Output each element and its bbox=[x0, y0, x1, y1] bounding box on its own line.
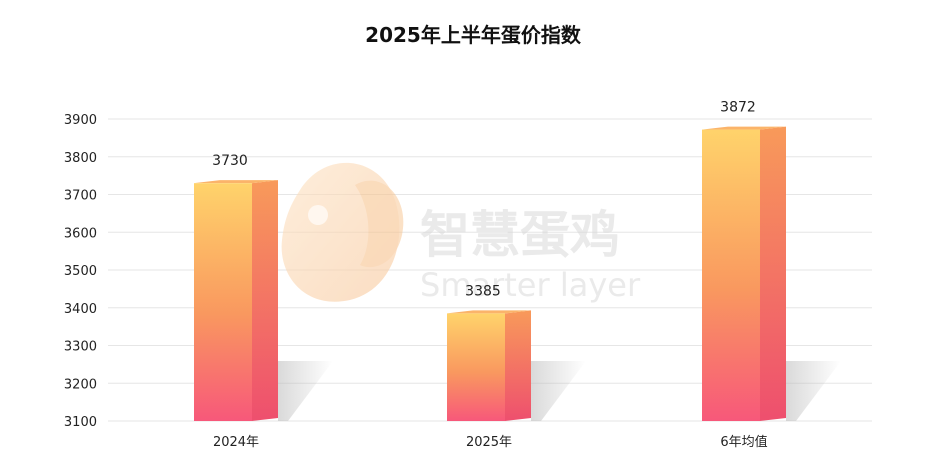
y-tick-label: 3500 bbox=[64, 264, 97, 279]
y-tick-label: 3200 bbox=[64, 377, 97, 392]
bar-2025年 bbox=[447, 310, 586, 421]
data-labels: 3730 3385 3872 bbox=[212, 100, 756, 300]
chart-title: 2025年上半年蛋价指数 bbox=[365, 23, 582, 47]
y-tick-label: 3300 bbox=[64, 340, 97, 355]
bar-front bbox=[194, 183, 252, 421]
watermark: 智慧蛋鸡 Smarter layer bbox=[281, 162, 641, 304]
y-tick-label: 3600 bbox=[64, 226, 97, 241]
bar-side bbox=[505, 310, 531, 421]
bar-side bbox=[760, 126, 786, 421]
bars bbox=[194, 126, 841, 421]
bar-shadow bbox=[531, 361, 586, 421]
y-tick-label: 3700 bbox=[64, 189, 97, 204]
y-axis-ticks: 3100 3200 3300 3400 3500 3600 3700 3800 3900 bbox=[64, 113, 97, 430]
data-label: 3872 bbox=[720, 100, 756, 116]
bar-6年均值 bbox=[702, 126, 841, 421]
bar-top bbox=[702, 126, 786, 130]
bar-front bbox=[447, 313, 505, 421]
egg-logo-icon bbox=[281, 162, 404, 302]
watermark-subtext: Smarter layer bbox=[420, 266, 641, 304]
x-axis-labels: 2024年 2025年 6年均值 bbox=[213, 434, 768, 450]
x-tick-label: 2025年 bbox=[466, 435, 512, 450]
data-label: 3730 bbox=[212, 153, 248, 169]
bar-front bbox=[702, 129, 760, 421]
y-tick-label: 3900 bbox=[64, 113, 97, 128]
x-tick-label: 6年均值 bbox=[720, 434, 767, 450]
y-tick-label: 3100 bbox=[64, 415, 97, 430]
data-label: 3385 bbox=[465, 283, 501, 299]
bar-top bbox=[447, 310, 531, 314]
watermark-text: 智慧蛋鸡 bbox=[420, 206, 620, 264]
bar-side bbox=[252, 180, 278, 421]
bar-2024年 bbox=[194, 180, 333, 421]
bar-shadow bbox=[278, 361, 333, 421]
y-tick-label: 3800 bbox=[64, 151, 97, 166]
bar-top bbox=[194, 180, 278, 184]
bar-shadow bbox=[786, 361, 841, 421]
y-tick-label: 3400 bbox=[64, 302, 97, 317]
x-tick-label: 2024年 bbox=[213, 435, 259, 450]
